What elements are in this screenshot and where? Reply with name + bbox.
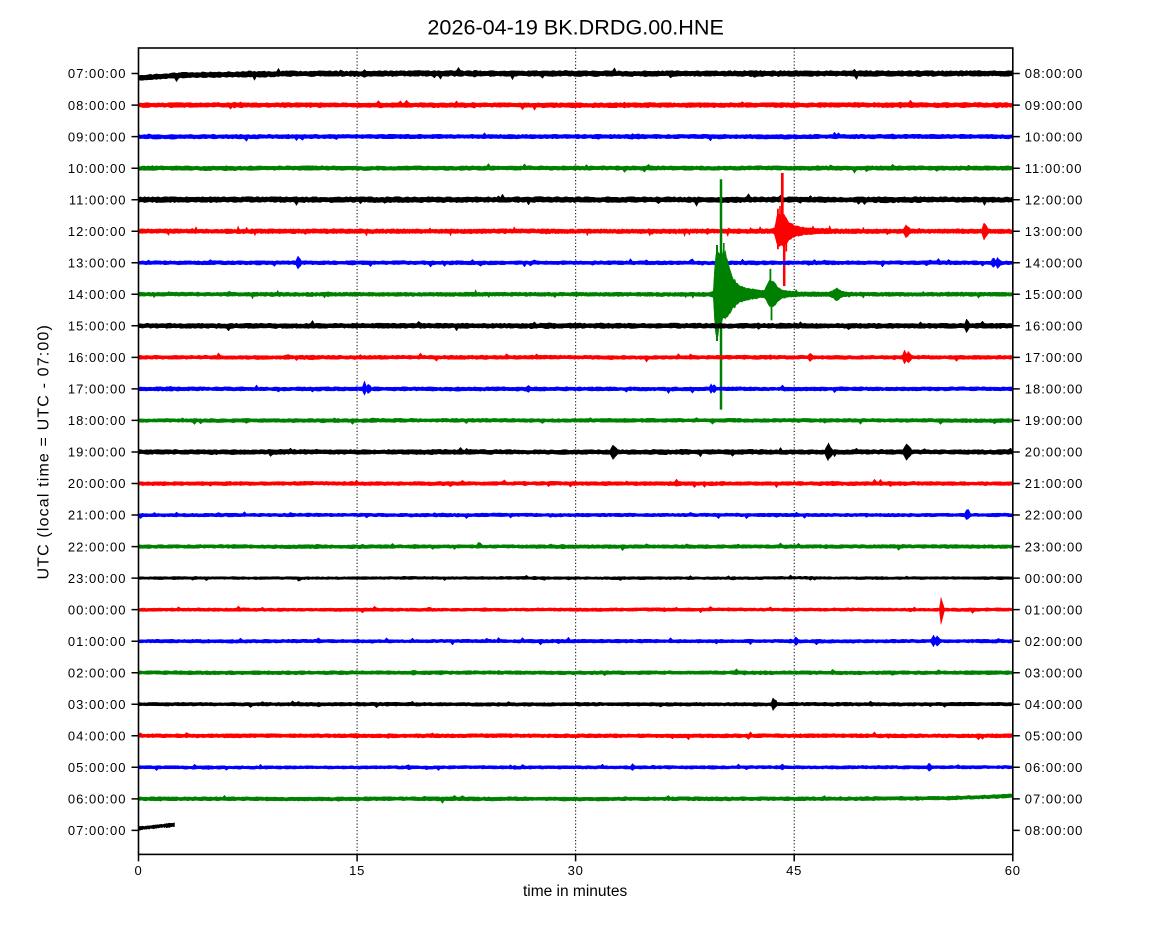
svg-text:02:00:00: 02:00:00 [68,665,127,680]
svg-text:13:00:00: 13:00:00 [68,256,127,271]
svg-text:16:00:00: 16:00:00 [1025,319,1084,334]
svg-text:08:00:00: 08:00:00 [68,98,127,113]
svg-text:01:00:00: 01:00:00 [1025,602,1084,617]
svg-text:0: 0 [134,863,142,878]
svg-text:23:00:00: 23:00:00 [1025,539,1084,554]
svg-text:12:00:00: 12:00:00 [1025,192,1084,207]
svg-text:17:00:00: 17:00:00 [68,382,127,397]
svg-text:21:00:00: 21:00:00 [1025,476,1084,491]
svg-text:15:00:00: 15:00:00 [68,319,127,334]
svg-text:06:00:00: 06:00:00 [68,792,127,807]
svg-text:06:00:00: 06:00:00 [1025,760,1084,775]
svg-text:UTC (local time = UTC - 07:00): UTC (local time = UTC - 07:00) [36,324,53,579]
svg-text:12:00:00: 12:00:00 [68,224,127,239]
svg-text:07:00:00: 07:00:00 [1025,792,1084,807]
svg-text:02:00:00: 02:00:00 [1025,634,1084,649]
svg-text:09:00:00: 09:00:00 [1025,98,1084,113]
svg-text:20:00:00: 20:00:00 [68,476,127,491]
svg-text:04:00:00: 04:00:00 [68,729,127,744]
svg-text:13:00:00: 13:00:00 [1025,224,1084,239]
svg-text:2026-04-19 BK.DRDG.00.HNE: 2026-04-19 BK.DRDG.00.HNE [427,15,723,40]
svg-text:21:00:00: 21:00:00 [68,508,127,523]
svg-text:03:00:00: 03:00:00 [68,697,127,712]
svg-text:00:00:00: 00:00:00 [68,602,127,617]
svg-text:16:00:00: 16:00:00 [68,350,127,365]
svg-text:05:00:00: 05:00:00 [68,760,127,775]
svg-text:60: 60 [1005,863,1021,878]
svg-text:23:00:00: 23:00:00 [68,571,127,586]
svg-text:11:00:00: 11:00:00 [1025,161,1083,176]
svg-text:00:00:00: 00:00:00 [1025,571,1084,586]
svg-text:09:00:00: 09:00:00 [68,129,127,144]
svg-text:11:00:00: 11:00:00 [69,192,127,207]
svg-text:22:00:00: 22:00:00 [68,539,127,554]
svg-text:01:00:00: 01:00:00 [68,634,127,649]
svg-text:07:00:00: 07:00:00 [68,66,127,81]
svg-text:08:00:00: 08:00:00 [1025,66,1084,81]
svg-text:18:00:00: 18:00:00 [68,413,127,428]
svg-text:30: 30 [568,863,584,878]
svg-text:10:00:00: 10:00:00 [68,161,127,176]
svg-text:15: 15 [349,863,365,878]
svg-text:19:00:00: 19:00:00 [68,445,127,460]
svg-text:04:00:00: 04:00:00 [1025,697,1084,712]
svg-text:22:00:00: 22:00:00 [1025,508,1084,523]
svg-text:05:00:00: 05:00:00 [1025,729,1084,744]
svg-text:17:00:00: 17:00:00 [1025,350,1084,365]
svg-text:14:00:00: 14:00:00 [1025,256,1084,271]
svg-text:15:00:00: 15:00:00 [1025,287,1084,302]
svg-text:20:00:00: 20:00:00 [1025,445,1084,460]
svg-text:08:00:00: 08:00:00 [1025,823,1084,838]
svg-text:19:00:00: 19:00:00 [1025,413,1084,428]
svg-text:07:00:00: 07:00:00 [68,823,127,838]
svg-text:18:00:00: 18:00:00 [1025,382,1084,397]
svg-text:time in minutes: time in minutes [523,883,627,900]
svg-text:10:00:00: 10:00:00 [1025,129,1084,144]
svg-text:03:00:00: 03:00:00 [1025,665,1084,680]
svg-text:14:00:00: 14:00:00 [68,287,127,302]
svg-text:45: 45 [786,863,802,878]
